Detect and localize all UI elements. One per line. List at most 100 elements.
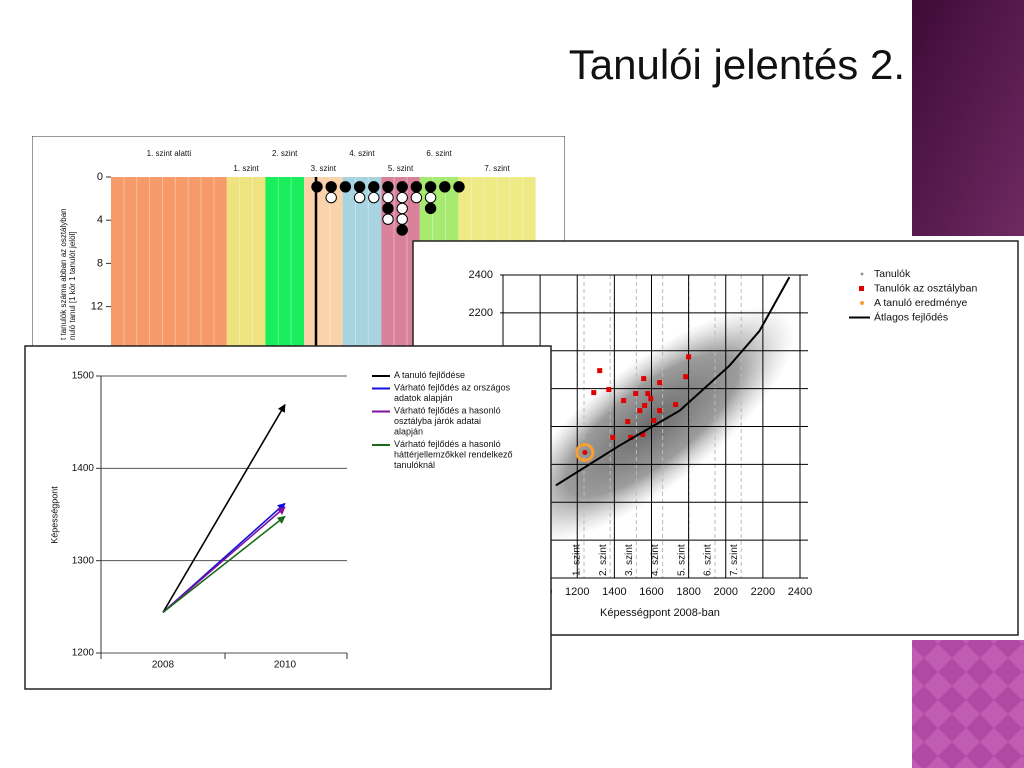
- y-tick-label: 1300: [72, 555, 95, 566]
- y-tick-label: 2200: [469, 307, 493, 319]
- class-point: [673, 402, 679, 408]
- legend-swatch: [860, 301, 864, 305]
- x-tick-label: 2010: [274, 660, 297, 671]
- y-tick-label: 12: [91, 301, 103, 313]
- x-tick-label: 1200: [565, 586, 589, 598]
- level-label: 3. szint: [311, 164, 337, 173]
- level-label: 1. szint: [233, 164, 259, 173]
- student-dot: [325, 181, 337, 193]
- x-tick-label: 2000: [714, 586, 738, 598]
- progress-arrow: [162, 515, 286, 614]
- y-tick-label: 8: [97, 257, 103, 269]
- legend-label: Várható fejlődés az országos adatok alapj…: [394, 383, 511, 404]
- student-dot: [368, 191, 380, 204]
- class-point: [648, 396, 654, 402]
- progress-arrow: [162, 403, 286, 613]
- student-dot: [424, 181, 437, 193]
- y-tick-label: 1200: [72, 648, 95, 659]
- level-band: [304, 177, 343, 356]
- class-point: [597, 368, 603, 374]
- student-dot: [382, 181, 394, 193]
- y-tick-label: 4: [97, 214, 103, 226]
- class-point: [683, 374, 689, 380]
- level-band: [342, 177, 382, 356]
- student-result: [575, 442, 595, 462]
- student-dot: [368, 181, 380, 193]
- chart-frame: [24, 345, 552, 690]
- level-label: 6. szint: [703, 544, 714, 576]
- student-dot: [353, 181, 366, 193]
- student-dot: [382, 202, 394, 215]
- student-dot: [396, 213, 408, 225]
- student-dot: [311, 181, 323, 193]
- x-tick-label: 1400: [602, 586, 626, 598]
- level-band: [265, 177, 304, 356]
- class-point: [642, 402, 648, 408]
- x-tick-label: 1800: [676, 586, 700, 598]
- y-tick-label: 2400: [469, 269, 493, 281]
- level-label: 4. szint: [349, 149, 375, 158]
- student-dot: [439, 181, 451, 193]
- chart-progress: 1200 1300 1400 1500 2008 2010 Képességpont A ta…: [24, 345, 552, 690]
- x-tick-label: 2008: [152, 660, 175, 671]
- legend-label: Tanulók: [874, 268, 911, 280]
- y-axis-label: Képességpont: [49, 486, 59, 544]
- level-label: 6. szint: [426, 149, 452, 158]
- student-dot: [396, 224, 408, 236]
- y-axis-label: t tanulók száma abban az osztályban: [59, 208, 68, 340]
- class-point: [606, 387, 612, 393]
- class-point: [657, 380, 663, 386]
- level-label: 7. szint: [484, 164, 510, 173]
- legend-swatch: [859, 286, 864, 291]
- student-dot: [353, 191, 366, 204]
- legend-label: Tanulók az osztályban: [874, 282, 977, 294]
- class-point: [686, 354, 692, 360]
- legend-label: A tanuló eredménye: [874, 297, 968, 309]
- class-point: [640, 431, 646, 437]
- level-label: 3. szint: [624, 544, 635, 576]
- level-label: 5. szint: [388, 164, 414, 173]
- student-dot: [396, 181, 408, 193]
- legend-swatch: [860, 272, 864, 276]
- legend-label: Átlagos fejlődés: [874, 310, 948, 323]
- class-point: [657, 408, 663, 414]
- student-result-center: [582, 449, 588, 455]
- class-point: [637, 408, 643, 414]
- student-dot: [424, 191, 437, 204]
- level-label: 2. szint: [598, 544, 609, 576]
- y-tick-label: 1400: [72, 463, 95, 474]
- student-dot: [396, 202, 408, 215]
- decor-pattern: [912, 640, 1024, 768]
- y-tick-label: 1500: [72, 371, 95, 382]
- class-point: [610, 434, 616, 440]
- slide-title: Tanulói jelentés 2.: [569, 41, 905, 88]
- level-label: 5. szint: [676, 544, 687, 576]
- student-dot: [410, 191, 423, 204]
- student-dot: [339, 181, 352, 193]
- x-axis-label: Képességpont 2008-ban: [600, 607, 720, 619]
- level-label: 7. szint: [729, 544, 740, 576]
- class-point: [645, 391, 651, 397]
- x-tick-label: 2200: [751, 586, 775, 598]
- student-dot: [382, 213, 394, 225]
- student-dot: [396, 191, 408, 204]
- class-point: [625, 419, 631, 425]
- class-point: [641, 376, 647, 382]
- level-label: 1. szint alatti: [147, 149, 192, 158]
- class-point: [633, 391, 639, 397]
- student-dot: [453, 181, 465, 193]
- progress-arrow: [162, 506, 286, 613]
- x-tick-label: 2400: [788, 586, 812, 598]
- level-band: [111, 177, 227, 356]
- level-band: [226, 177, 266, 356]
- legend-label: Várható fejlődés a hasonló osztályba járó…: [394, 406, 501, 437]
- student-dot: [382, 191, 394, 204]
- legend-label: Várható fejlődés a hasonló háttérjellemző…: [394, 439, 513, 470]
- legend-label: A tanuló fejlődése: [394, 370, 465, 380]
- class-point: [628, 434, 634, 440]
- decor-strip: [912, 0, 1024, 236]
- x-tick-label: 1600: [639, 586, 663, 598]
- level-label: 4. szint: [650, 544, 661, 576]
